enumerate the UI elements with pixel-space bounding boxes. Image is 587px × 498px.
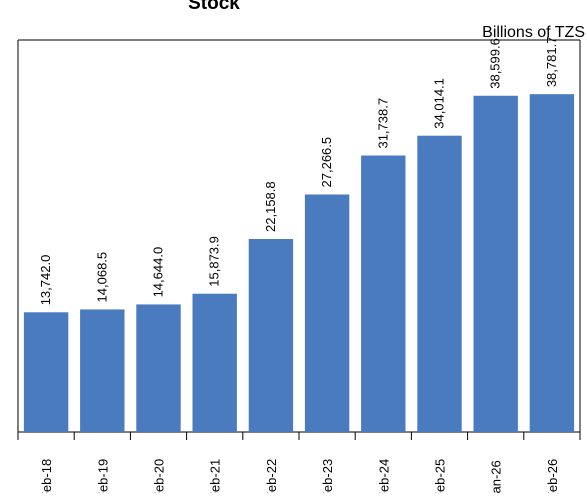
bar-feb-19 [80,309,125,432]
x-tick-label-feb-22: Feb-22 [264,459,279,493]
x-tick-label-jan-26: Jan-26 [489,460,504,493]
value-label-feb-23: 27,266.5 [319,137,334,188]
value-label-feb-19: 14,068.5 [94,252,109,303]
bars-group [23,94,575,433]
x-ticks-group [73,432,525,440]
bar-feb-21 [192,293,237,432]
x-tick-label-feb-25: Feb-25 [433,459,448,493]
chart-title: Stock [188,0,240,14]
value-label-feb-24: 31,738.7 [375,98,390,149]
bar-jan-26 [473,95,518,432]
x-tick-label-feb-21: Feb-21 [208,459,223,493]
bar-feb-26 [529,94,575,433]
bar-feb-25 [417,135,462,432]
value-label-feb-25: 34,014.1 [432,78,447,129]
value-label-feb-26: 38,781.7 [544,37,559,88]
value-label-feb-18: 13,742.0 [38,255,53,306]
units-label: Billions of TZS [482,24,585,41]
bar-feb-18 [23,312,69,432]
x-tick-label-feb-26: Feb-26 [545,459,560,493]
bar-feb-23 [304,194,350,432]
x-tick-label-feb-23: Feb-23 [320,459,335,493]
bar-feb-22 [248,238,294,432]
value-labels-group: 13,742.0 14,068.5 14,644.0 15,873.9 22,158.8… [38,37,559,306]
bar-feb-20 [136,304,181,432]
x-tick-label-feb-18: Feb-18 [39,459,54,493]
x-tick-labels-group: Feb-18 Feb-19 Feb-20 Feb-21 Feb-22 Feb-23 Feb-… [39,459,560,498]
value-label-feb-20: 14,644.0 [151,247,166,298]
bar-feb-24 [361,155,406,432]
value-label-feb-21: 15,873.9 [207,236,222,287]
value-label-jan-26: 38,599.6 [488,38,503,89]
x-tick-label-feb-19: Feb-19 [95,459,110,493]
value-label-feb-22: 22,158.8 [263,181,278,232]
x-tick-label-feb-20: Feb-20 [152,459,167,493]
x-tick-label-feb-24: Feb-24 [376,459,391,493]
